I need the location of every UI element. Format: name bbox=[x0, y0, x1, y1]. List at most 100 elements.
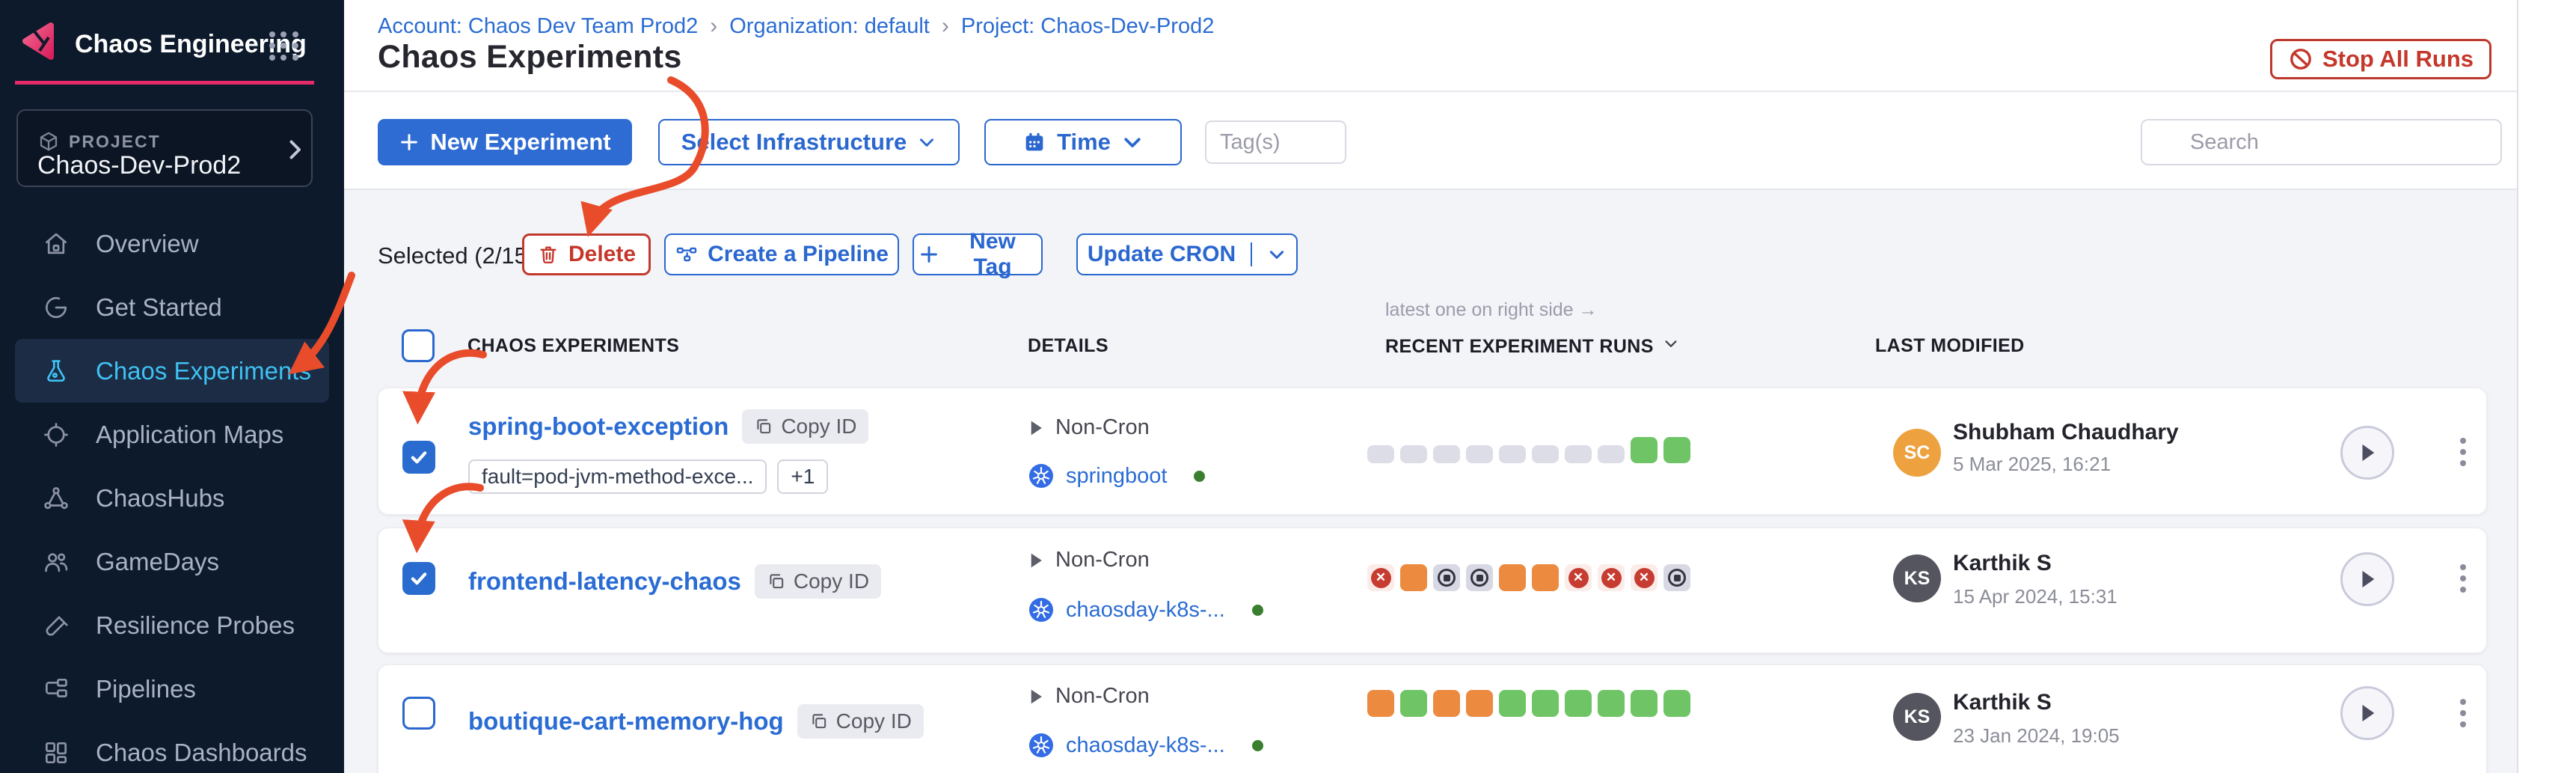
copy-id-button[interactable]: Copy ID bbox=[742, 409, 869, 444]
tag-more-pill[interactable]: +1 bbox=[777, 459, 829, 494]
run-status-running[interactable] bbox=[1433, 690, 1460, 717]
run-status-running[interactable] bbox=[1499, 564, 1526, 591]
new-tag-button[interactable]: New Tag bbox=[913, 229, 1043, 279]
run-status-failed[interactable]: ✕ bbox=[1367, 564, 1394, 591]
run-status-none[interactable] bbox=[1565, 445, 1592, 463]
run-status-failed[interactable]: ✕ bbox=[1598, 564, 1625, 591]
run-status-stopped[interactable] bbox=[1466, 564, 1493, 591]
row-checkbox[interactable] bbox=[402, 697, 435, 730]
run-status-passed[interactable] bbox=[1532, 690, 1559, 717]
run-status-passed[interactable] bbox=[1663, 690, 1690, 717]
run-status-running[interactable] bbox=[1532, 564, 1559, 591]
test-tube-icon bbox=[42, 611, 70, 640]
row-menu-button[interactable] bbox=[2447, 564, 2480, 593]
run-status-passed[interactable] bbox=[1663, 437, 1690, 463]
schedule-type: Non-Cron bbox=[1055, 548, 1150, 572]
chevron-down-icon bbox=[1663, 335, 1679, 352]
run-status-stopped[interactable] bbox=[1433, 564, 1460, 591]
copy-icon bbox=[767, 572, 786, 591]
copy-id-button[interactable]: Copy ID bbox=[754, 564, 882, 599]
schedule-type: Non-Cron bbox=[1055, 684, 1150, 708]
avatar: KS bbox=[1893, 693, 1941, 741]
run-status-passed[interactable] bbox=[1631, 690, 1657, 717]
run-status-passed[interactable] bbox=[1631, 437, 1657, 463]
run-status-failed[interactable]: ✕ bbox=[1631, 564, 1657, 591]
run-status-none[interactable] bbox=[1499, 445, 1526, 463]
row-menu-button[interactable] bbox=[2447, 699, 2480, 727]
breadcrumb-project[interactable]: Project: Chaos-Dev-Prod2 bbox=[960, 13, 1215, 38]
select-all-checkbox[interactable] bbox=[402, 329, 435, 362]
sidebar-item-pipelines[interactable]: Pipelines bbox=[0, 657, 344, 721]
run-status-none[interactable] bbox=[1532, 445, 1559, 463]
tags-filter-input[interactable] bbox=[1205, 120, 1346, 164]
run-experiment-button[interactable] bbox=[2340, 426, 2394, 480]
sidebar-item-chaoshubs[interactable]: ChaosHubs bbox=[0, 466, 344, 530]
new-experiment-button[interactable]: New Experiment bbox=[378, 119, 632, 165]
module-switcher-icon[interactable] bbox=[269, 31, 299, 61]
experiment-name-link[interactable]: spring-boot-exception bbox=[468, 412, 729, 440]
copy-id-button[interactable]: Copy ID bbox=[797, 704, 924, 739]
modified-date: 23 Jan 2024, 19:05 bbox=[1953, 724, 2120, 747]
sidebar-item-application-maps[interactable]: Application Maps bbox=[0, 403, 344, 466]
search-input[interactable] bbox=[2141, 119, 2502, 165]
sidebar-item-resilience-probes[interactable]: Resilience Probes bbox=[0, 593, 344, 657]
breadcrumb-account[interactable]: Account: Chaos Dev Team Prod2 bbox=[378, 13, 699, 38]
breadcrumb-organization[interactable]: Organization: default bbox=[729, 13, 930, 38]
sidebar-item-overview[interactable]: Overview bbox=[0, 212, 344, 275]
sidebar-nav: Overview Get Started Chaos Experiments A… bbox=[0, 212, 344, 773]
run-status-running[interactable] bbox=[1367, 690, 1394, 717]
stop-all-runs-button[interactable]: Stop All Runs bbox=[2270, 39, 2491, 79]
row-menu-button[interactable] bbox=[2447, 438, 2480, 466]
sidebar-item-label: Application Maps bbox=[96, 420, 284, 448]
experiment-name-link[interactable]: boutique-cart-memory-hog bbox=[468, 707, 784, 735]
select-infrastructure-dropdown[interactable]: Select Infrastructure bbox=[658, 119, 960, 165]
sidebar-item-chaos-dashboards[interactable]: Chaos Dashboards bbox=[0, 721, 344, 773]
project-selector[interactable]: PROJECT Chaos-Dev-Prod2 bbox=[16, 109, 313, 187]
pipeline-icon bbox=[675, 242, 699, 266]
sidebar-item-label: GameDays bbox=[96, 547, 220, 575]
run-status-none[interactable] bbox=[1466, 445, 1493, 463]
sidebar-item-gamedays[interactable]: GameDays bbox=[0, 530, 344, 593]
infrastructure-link[interactable]: springboot bbox=[1066, 463, 1168, 488]
column-header-recent-runs[interactable]: RECENT EXPERIMENT RUNS bbox=[1385, 335, 1679, 358]
scrollbar-gutter[interactable] bbox=[2517, 0, 2576, 773]
run-status-none[interactable] bbox=[1598, 445, 1625, 463]
update-cron-button[interactable]: Update CRON bbox=[1076, 233, 1298, 275]
plus-icon bbox=[919, 244, 939, 265]
infrastructure-link[interactable]: chaosday-k8s-... bbox=[1066, 733, 1225, 757]
run-status-failed[interactable]: ✕ bbox=[1565, 564, 1592, 591]
run-experiment-button[interactable] bbox=[2340, 552, 2394, 606]
modified-by-name: Shubham Chaudhary bbox=[1953, 420, 2179, 444]
run-status-running[interactable] bbox=[1466, 690, 1493, 717]
row-checkbox[interactable] bbox=[402, 562, 435, 595]
run-status-none[interactable] bbox=[1400, 445, 1427, 463]
experiment-row: spring-boot-exception Copy ID fault=pod-… bbox=[378, 388, 2487, 515]
run-status-passed[interactable] bbox=[1400, 690, 1427, 717]
run-status-passed[interactable] bbox=[1598, 690, 1625, 717]
tag-pill[interactable]: fault=pod-jvm-method-exce... bbox=[468, 459, 767, 494]
time-filter-dropdown[interactable]: Time bbox=[984, 119, 1182, 165]
sidebar-item-get-started[interactable]: Get Started bbox=[0, 275, 344, 339]
run-status-running[interactable] bbox=[1400, 564, 1427, 591]
run-status-stopped[interactable] bbox=[1663, 564, 1690, 591]
run-status-none[interactable] bbox=[1433, 445, 1460, 463]
harness-chaos-logo-icon bbox=[18, 19, 60, 63]
modified-date: 5 Mar 2025, 16:21 bbox=[1953, 453, 2112, 475]
delete-button[interactable]: Delete bbox=[522, 233, 651, 275]
run-experiment-button[interactable] bbox=[2340, 686, 2394, 740]
chevron-right-icon bbox=[281, 135, 308, 165]
play-triangle-icon bbox=[1028, 552, 1043, 569]
create-pipeline-button[interactable]: Create a Pipeline bbox=[664, 233, 899, 275]
experiments-section: Selected (2/15) Delete Create a Pipeline… bbox=[344, 190, 2517, 773]
sidebar-item-chaos-experiments[interactable]: Chaos Experiments bbox=[15, 339, 329, 403]
infrastructure-link[interactable]: chaosday-k8s-... bbox=[1066, 597, 1225, 622]
trash-icon bbox=[537, 243, 559, 266]
row-checkbox[interactable] bbox=[402, 441, 435, 474]
run-status-passed[interactable] bbox=[1565, 690, 1592, 717]
run-status-passed[interactable] bbox=[1499, 690, 1526, 717]
modified-by-name: Karthik S bbox=[1953, 690, 2052, 715]
run-status-none[interactable] bbox=[1367, 445, 1394, 463]
experiment-name-link[interactable]: frontend-latency-chaos bbox=[468, 567, 741, 595]
sidebar-item-label: Chaos Experiments bbox=[96, 356, 311, 385]
chevron-down-icon bbox=[1267, 245, 1287, 264]
